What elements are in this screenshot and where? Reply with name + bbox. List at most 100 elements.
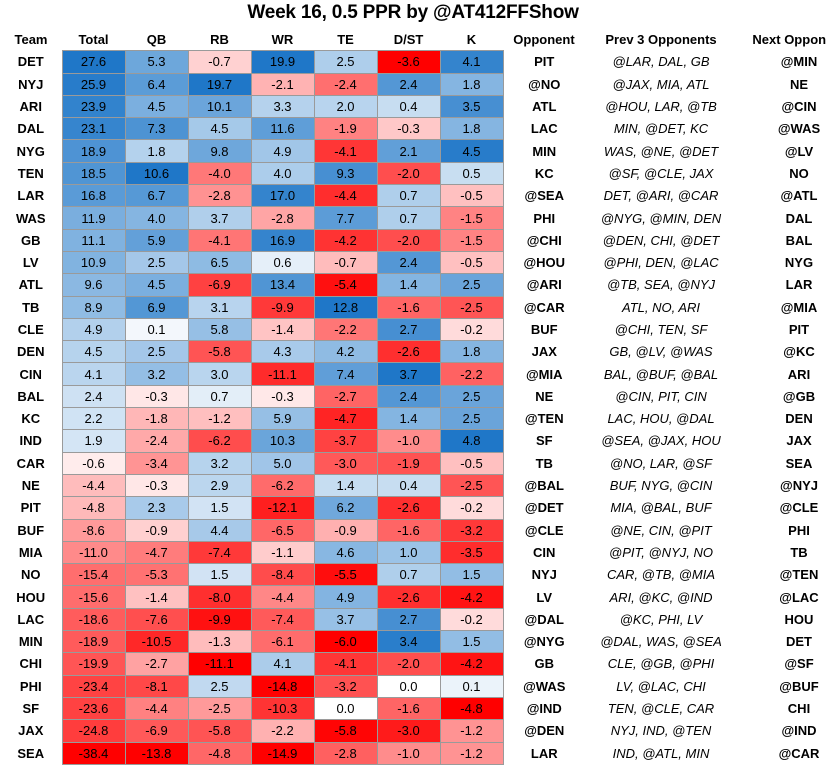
team-label: HOU [0, 585, 62, 609]
cell-dst: 3.7 [376, 362, 441, 386]
cell-rb: -4.0 [187, 161, 252, 186]
next-opponent-cell: @MIN [737, 50, 826, 74]
cell-dst: 3.4 [376, 630, 441, 654]
opponent-cell: @WAS [503, 675, 585, 698]
cell-wr: -7.4 [250, 607, 315, 632]
next-opponent-cell: @LAC [737, 585, 826, 609]
cell-wr: -0.3 [250, 384, 315, 409]
cell-k: -0.5 [439, 184, 504, 208]
cell-qb: 5.3 [124, 50, 189, 74]
cell-k: -0.2 [439, 607, 504, 632]
opponent-cell: CIN [503, 541, 585, 564]
cell-wr: -1.1 [250, 540, 315, 565]
next-opponent-cell: NYG [737, 251, 826, 274]
cell-total: 23.9 [61, 94, 126, 119]
team-label: DAL [0, 117, 62, 140]
cell-k: -2.5 [439, 295, 504, 319]
cell-te: 2.0 [313, 94, 378, 119]
cell-qb: 4.5 [124, 94, 189, 119]
cell-wr: 11.6 [250, 117, 315, 141]
prev-3-opponents-cell: CAR, @TB, @MIA [585, 563, 737, 586]
cell-dst: -1.6 [376, 295, 441, 319]
column-header-dst: D/ST [377, 29, 440, 51]
cell-te: -0.9 [313, 518, 378, 542]
prev-3-opponents-cell: LV, @LAC, CHI [585, 675, 737, 698]
cell-total: 4.5 [61, 340, 126, 364]
cell-wr: -10.3 [250, 696, 315, 721]
cell-rb: 2.9 [187, 473, 252, 498]
prev-3-opponents-cell: @NO, LAR, @SF [585, 452, 737, 475]
column-header-qb: QB [125, 29, 188, 51]
cell-total: -18.9 [61, 630, 126, 654]
table-row: CIN 4.1 3.2 3.0 -11.1 7.4 3.7 -2.2 @MIA BAL, @BUF… [0, 362, 826, 386]
cell-wr: 0.6 [250, 250, 315, 275]
cell-total: 11.1 [61, 228, 126, 252]
opponent-cell: LV [503, 585, 585, 609]
team-label: JAX [0, 719, 62, 742]
cell-te: 4.2 [313, 340, 378, 364]
cell-qb: 10.6 [124, 161, 189, 186]
column-header-next-opponent: Next Opponent [737, 29, 826, 51]
next-opponent-cell: @CAR [737, 742, 826, 765]
cell-qb: 4.5 [124, 273, 189, 297]
table-row: DET 27.6 5.3 -0.7 19.9 2.5 -3.6 4.1 PIT @LAR, DAL… [0, 50, 826, 74]
cell-total: -23.4 [61, 674, 126, 698]
cell-te: -3.7 [313, 429, 378, 453]
opponent-cell: @CLE [503, 519, 585, 542]
cell-rb: 4.5 [187, 117, 252, 141]
next-opponent-cell: @LV [737, 139, 826, 163]
opponent-cell: @BAL [503, 474, 585, 497]
cell-rb: 9.8 [187, 139, 252, 163]
opponent-cell: TB [503, 452, 585, 475]
cell-k: 1.5 [439, 630, 504, 654]
cell-k: 1.5 [439, 563, 504, 587]
team-label: TEN [0, 162, 62, 185]
cell-wr: 19.9 [250, 50, 315, 74]
cell-dst: 1.4 [376, 273, 441, 297]
cell-dst: -1.6 [376, 518, 441, 542]
cell-total: -38.4 [61, 741, 126, 765]
cell-k: -1.5 [439, 206, 504, 230]
prev-3-opponents-cell: @DAL, WAS, @SEA [585, 630, 737, 653]
column-header-team: Team [0, 29, 62, 51]
next-opponent-cell: BAL [737, 229, 826, 252]
cell-k: -0.2 [439, 317, 504, 342]
cell-wr: -1.4 [250, 317, 315, 342]
cell-wr: -14.8 [250, 674, 315, 698]
cell-te: -3.0 [313, 451, 378, 475]
prev-3-opponents-cell: @PIT, @NYJ, NO [585, 541, 737, 564]
cell-rb: 3.2 [187, 451, 252, 475]
cell-te: 9.3 [313, 161, 378, 186]
cell-k: -4.8 [439, 696, 504, 721]
cell-wr: 16.9 [250, 228, 315, 252]
cell-qb: -13.8 [124, 741, 189, 765]
cell-wr: -9.9 [250, 295, 315, 319]
cell-wr: 4.1 [250, 652, 315, 676]
cell-rb: 2.5 [187, 674, 252, 698]
prev-3-opponents-cell: @CHI, TEN, SF [585, 318, 737, 341]
cell-dst: -2.6 [376, 340, 441, 364]
table-row: DEN 4.5 2.5 -5.8 4.3 4.2 -2.6 1.8 JAX GB, @LV, @W… [0, 340, 826, 364]
cell-te: -5.8 [313, 719, 378, 743]
cell-te: -2.8 [313, 741, 378, 765]
opponent-cell: BUF [503, 318, 585, 341]
cell-total: -4.8 [61, 496, 126, 520]
cell-k: 2.5 [439, 384, 504, 409]
prev-3-opponents-cell: @HOU, LAR, @TB [585, 95, 737, 118]
cell-rb: 6.5 [187, 250, 252, 275]
table-row: CLE 4.9 0.1 5.8 -1.4 -2.2 2.7 -0.2 BUF @CHI, TEN,… [0, 317, 826, 342]
cell-rb: -4.1 [187, 228, 252, 252]
cell-k: 2.5 [439, 407, 504, 431]
cell-qb: -2.7 [124, 652, 189, 676]
team-label: MIN [0, 630, 62, 653]
cell-dst: -1.0 [376, 741, 441, 765]
cell-dst: 0.4 [376, 94, 441, 119]
team-label: CHI [0, 652, 62, 676]
team-label: TB [0, 296, 62, 319]
cell-total: 8.9 [61, 295, 126, 319]
prev-3-opponents-cell: @PHI, DEN, @LAC [585, 251, 737, 274]
cell-total: 16.8 [61, 184, 126, 208]
cell-total: 9.6 [61, 273, 126, 297]
cell-wr: -12.1 [250, 496, 315, 520]
cell-rb: -6.2 [187, 429, 252, 453]
